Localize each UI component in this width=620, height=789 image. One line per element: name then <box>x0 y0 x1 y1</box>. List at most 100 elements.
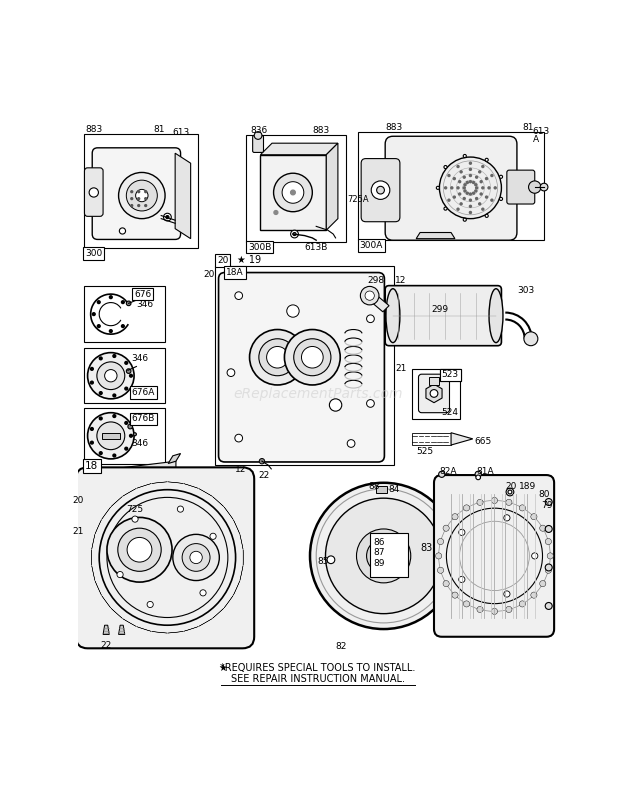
Circle shape <box>254 132 262 140</box>
Circle shape <box>371 181 390 200</box>
FancyBboxPatch shape <box>219 272 384 462</box>
Polygon shape <box>103 625 109 634</box>
Circle shape <box>457 166 459 167</box>
FancyBboxPatch shape <box>84 168 103 216</box>
Circle shape <box>131 198 133 200</box>
Circle shape <box>89 188 99 197</box>
Text: ★ 19: ★ 19 <box>237 255 261 265</box>
Circle shape <box>491 174 493 177</box>
Circle shape <box>494 187 496 189</box>
Polygon shape <box>198 488 212 496</box>
Bar <box>412 432 451 445</box>
Circle shape <box>273 174 312 211</box>
Circle shape <box>459 193 461 195</box>
Circle shape <box>105 369 117 382</box>
Text: 89: 89 <box>373 559 385 568</box>
Circle shape <box>504 591 510 597</box>
Circle shape <box>227 368 235 376</box>
Text: 676: 676 <box>134 290 151 298</box>
Circle shape <box>99 452 102 454</box>
Circle shape <box>127 537 152 562</box>
Circle shape <box>463 219 466 221</box>
Bar <box>370 533 409 578</box>
Circle shape <box>476 197 477 200</box>
Text: 86: 86 <box>373 537 385 547</box>
Circle shape <box>177 506 184 512</box>
FancyBboxPatch shape <box>253 136 264 152</box>
Text: 299: 299 <box>432 305 449 314</box>
Circle shape <box>475 190 477 192</box>
Circle shape <box>443 525 449 531</box>
Circle shape <box>99 391 102 394</box>
Circle shape <box>506 499 512 506</box>
Text: 81: 81 <box>522 123 534 133</box>
Text: 18A: 18A <box>226 268 244 277</box>
Circle shape <box>92 312 95 316</box>
Circle shape <box>274 211 278 215</box>
Polygon shape <box>102 596 111 608</box>
Circle shape <box>118 528 161 571</box>
Circle shape <box>480 181 482 183</box>
Circle shape <box>464 190 466 192</box>
Circle shape <box>500 175 503 178</box>
Circle shape <box>545 525 552 533</box>
Polygon shape <box>184 626 198 631</box>
Circle shape <box>531 553 538 559</box>
Circle shape <box>360 286 379 305</box>
Polygon shape <box>123 488 136 496</box>
Text: 20: 20 <box>72 496 84 505</box>
Text: 79: 79 <box>541 501 552 510</box>
Circle shape <box>545 567 551 574</box>
Circle shape <box>301 346 323 368</box>
Polygon shape <box>233 581 240 595</box>
Circle shape <box>366 539 401 573</box>
Circle shape <box>285 330 340 385</box>
Polygon shape <box>175 153 191 238</box>
Circle shape <box>182 544 210 571</box>
Text: 725: 725 <box>126 505 143 514</box>
Circle shape <box>451 187 453 189</box>
Text: 613: 613 <box>173 128 190 137</box>
Polygon shape <box>112 462 176 490</box>
Circle shape <box>482 187 484 189</box>
Text: 18: 18 <box>86 461 99 471</box>
Bar <box>84 408 165 463</box>
Text: 525: 525 <box>416 447 433 456</box>
Circle shape <box>210 533 216 540</box>
Circle shape <box>482 166 484 167</box>
Circle shape <box>545 499 552 506</box>
Bar <box>412 368 460 419</box>
Circle shape <box>539 581 546 587</box>
Circle shape <box>164 213 171 221</box>
Circle shape <box>482 208 484 210</box>
Circle shape <box>125 447 128 450</box>
Circle shape <box>464 184 466 185</box>
Circle shape <box>113 394 116 397</box>
Circle shape <box>444 166 447 169</box>
Text: 883: 883 <box>312 126 330 136</box>
Text: 87: 87 <box>373 548 385 557</box>
Text: 12: 12 <box>396 275 407 285</box>
Circle shape <box>477 499 483 506</box>
Polygon shape <box>184 484 198 488</box>
Circle shape <box>506 488 514 495</box>
Circle shape <box>97 301 100 304</box>
Polygon shape <box>224 596 233 608</box>
Circle shape <box>365 291 374 301</box>
Circle shape <box>125 421 128 424</box>
Circle shape <box>235 292 242 300</box>
Circle shape <box>504 514 510 521</box>
Circle shape <box>463 601 470 607</box>
Text: 189: 189 <box>520 482 536 491</box>
Polygon shape <box>92 534 95 549</box>
Polygon shape <box>426 384 442 402</box>
Circle shape <box>138 204 140 207</box>
Circle shape <box>356 529 410 583</box>
Circle shape <box>97 422 125 450</box>
Circle shape <box>99 357 102 360</box>
Text: 83: 83 <box>421 543 433 553</box>
Ellipse shape <box>489 289 503 342</box>
Circle shape <box>491 608 497 615</box>
Circle shape <box>520 601 526 607</box>
Circle shape <box>430 390 438 398</box>
